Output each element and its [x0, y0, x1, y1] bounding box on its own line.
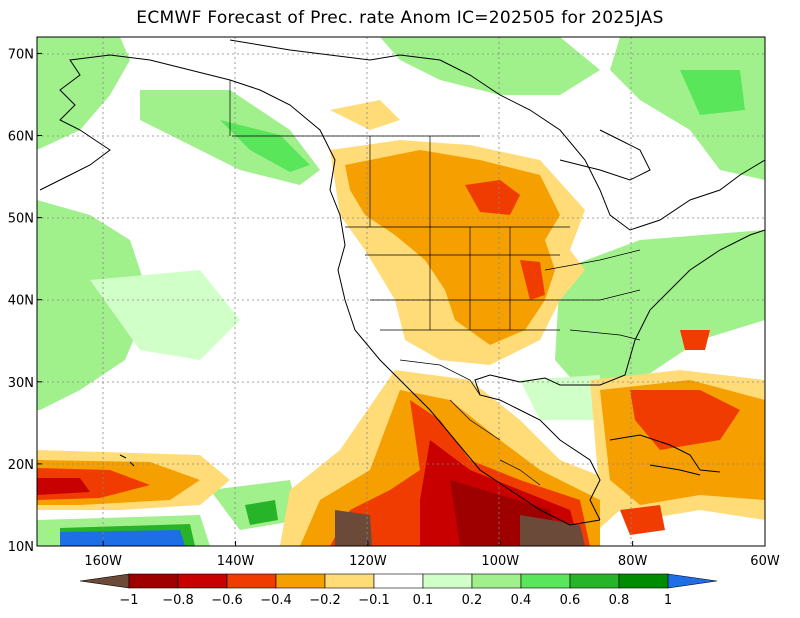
colorbar-swatch [520, 573, 571, 589]
x-tick-label: 120W [349, 554, 387, 569]
x-tick-label: 100W [481, 554, 519, 569]
coastlines [39, 39, 765, 526]
y-tick-label: 60N [8, 130, 34, 145]
colorbar-swatch [618, 573, 669, 589]
colorbar-label: 0.2 [462, 593, 483, 608]
colorbar-label: 1 [664, 593, 672, 608]
colorbar-label: −0.8 [162, 593, 194, 608]
colorbar-label: 0.4 [511, 593, 532, 608]
colorbar-label: 0.1 [413, 593, 434, 608]
colorbar-swatch [422, 573, 473, 589]
x-tick-label: 160W [84, 554, 122, 569]
anomaly-field [37, 37, 765, 546]
colorbar-label: −1 [119, 593, 138, 608]
colorbar-label: −0.2 [309, 593, 341, 608]
colorbar-swatch [226, 573, 277, 589]
colorbar-label: 0.6 [560, 593, 581, 608]
colorbar-swatch [177, 573, 228, 589]
dry-anomaly-shading [37, 100, 765, 546]
graticule [37, 37, 765, 546]
y-tick-label: 70N [8, 47, 34, 62]
colorbar-label: −0.1 [358, 593, 390, 608]
axis-ticks: 160W 140W 120W 100W 80W 60W 10N 20N 30N 40N 50N 60N… [8, 47, 780, 569]
colorbar: −1 −0.8 −0.6 −0.4 −0.2 −0.1 0.1 0.2 0.4 0.6 0.8 1 [79, 573, 718, 608]
colorbar-label: −0.6 [211, 593, 243, 608]
y-tick-label: 10N [8, 540, 34, 555]
political-boundaries [229, 80, 641, 486]
x-tick-label: 140W [217, 554, 255, 569]
y-tick-label: 20N [8, 458, 34, 473]
y-tick-label: 30N [8, 376, 34, 391]
colorbar-min-arrow [79, 573, 130, 589]
colorbar-swatch [324, 573, 375, 589]
colorbar-swatch [128, 573, 179, 589]
chart-title: ECMWF Forecast of Prec. rate Anom IC=202… [136, 8, 664, 28]
x-tick-label: 80W [618, 554, 648, 569]
y-tick-label: 40N [8, 294, 34, 309]
colorbar-label: −0.4 [260, 593, 292, 608]
colorbar-swatch [569, 573, 620, 589]
map-frame [36, 36, 766, 547]
colorbar-swatch [373, 573, 424, 589]
colorbar-swatch [275, 573, 326, 589]
colorbar-max-arrow [667, 573, 718, 589]
x-tick-label: 60W [750, 554, 780, 569]
colorbar-swatch [471, 573, 522, 589]
y-tick-label: 50N [8, 212, 34, 227]
colorbar-label: 0.8 [609, 593, 630, 608]
